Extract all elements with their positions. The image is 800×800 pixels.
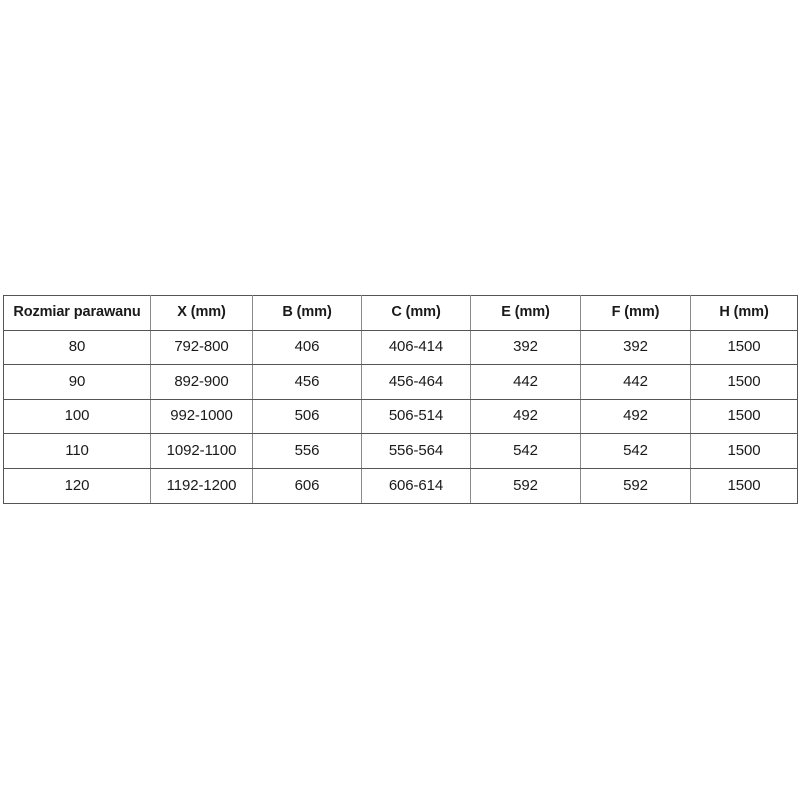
cell-b: 556 xyxy=(252,433,362,469)
column-header-e: E (mm) xyxy=(470,295,581,331)
column-header-c: C (mm) xyxy=(361,295,471,331)
cell-h: 1500 xyxy=(690,433,798,469)
cell-size: 120 xyxy=(3,467,151,504)
column-header-b: B (mm) xyxy=(252,295,362,331)
table-row: 110 1092-1100 556 556-564 542 542 1500 xyxy=(3,433,798,469)
cell-c: 606-614 xyxy=(361,467,471,504)
cell-b: 506 xyxy=(252,398,362,435)
cell-b: 406 xyxy=(252,329,362,366)
cell-e: 392 xyxy=(470,329,581,366)
column-header-f: F (mm) xyxy=(580,295,691,331)
cell-h: 1500 xyxy=(690,467,798,504)
cell-c: 456-464 xyxy=(361,364,471,400)
cell-x: 1092-1100 xyxy=(150,433,253,469)
cell-size: 100 xyxy=(3,398,151,435)
cell-h: 1500 xyxy=(690,398,798,435)
spec-table-container: Rozmiar parawanu X (mm) B (mm) C (mm) E … xyxy=(3,295,798,504)
cell-b: 456 xyxy=(252,364,362,400)
cell-e: 442 xyxy=(470,364,581,400)
size-specification-table: Rozmiar parawanu X (mm) B (mm) C (mm) E … xyxy=(3,295,798,504)
column-header-h: H (mm) xyxy=(690,295,798,331)
cell-f: 542 xyxy=(580,433,691,469)
table-row: 80 792-800 406 406-414 392 392 1500 xyxy=(3,329,798,366)
column-header-size: Rozmiar parawanu xyxy=(3,295,151,331)
cell-x: 1192-1200 xyxy=(150,467,253,504)
cell-x: 992-1000 xyxy=(150,398,253,435)
cell-c: 556-564 xyxy=(361,433,471,469)
cell-x: 892-900 xyxy=(150,364,253,400)
cell-size: 80 xyxy=(3,329,151,366)
table-row: 120 1192-1200 606 606-614 592 592 1500 xyxy=(3,467,798,504)
cell-x: 792-800 xyxy=(150,329,253,366)
cell-f: 592 xyxy=(580,467,691,504)
table-header-row: Rozmiar parawanu X (mm) B (mm) C (mm) E … xyxy=(3,295,798,331)
cell-size: 90 xyxy=(3,364,151,400)
cell-h: 1500 xyxy=(690,329,798,366)
cell-f: 492 xyxy=(580,398,691,435)
cell-f: 392 xyxy=(580,329,691,366)
column-header-x: X (mm) xyxy=(150,295,253,331)
cell-b: 606 xyxy=(252,467,362,504)
cell-f: 442 xyxy=(580,364,691,400)
cell-h: 1500 xyxy=(690,364,798,400)
cell-c: 406-414 xyxy=(361,329,471,366)
cell-e: 542 xyxy=(470,433,581,469)
table-row: 100 992-1000 506 506-514 492 492 1500 xyxy=(3,398,798,435)
table-body: 80 792-800 406 406-414 392 392 1500 90 8… xyxy=(3,329,798,504)
table-row: 90 892-900 456 456-464 442 442 1500 xyxy=(3,364,798,400)
cell-c: 506-514 xyxy=(361,398,471,435)
cell-e: 492 xyxy=(470,398,581,435)
cell-e: 592 xyxy=(470,467,581,504)
table-header: Rozmiar parawanu X (mm) B (mm) C (mm) E … xyxy=(3,295,798,331)
cell-size: 110 xyxy=(3,433,151,469)
